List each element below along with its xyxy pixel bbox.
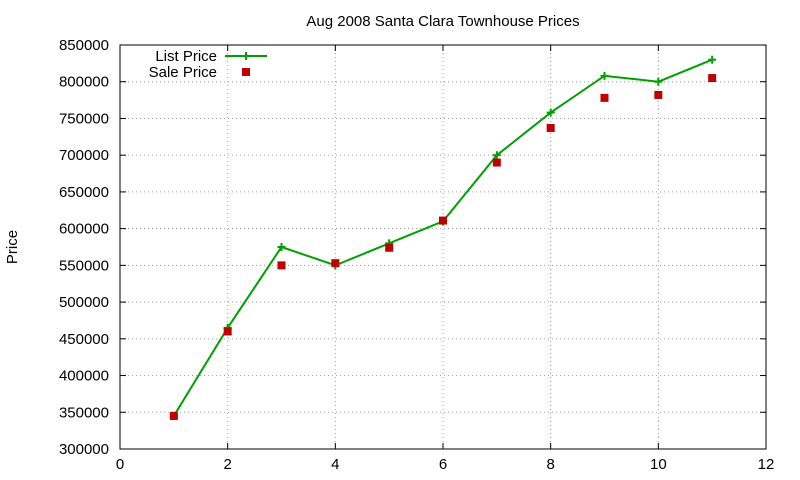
legend-label-list-price: List Price <box>155 48 217 65</box>
legend: List Price Sale Price <box>149 48 267 81</box>
y-tick-label: 450000 <box>59 331 109 348</box>
legend-swatch-sale-price-marker <box>242 68 250 76</box>
list-price-point <box>546 108 555 117</box>
y-tick-label: 300000 <box>59 441 109 458</box>
sale-price-point <box>600 93 609 102</box>
x-tick-label: 4 <box>331 456 339 473</box>
y-tick-label: 600000 <box>59 221 109 238</box>
list-price-point <box>492 151 501 160</box>
y-tick-label: 750000 <box>59 110 109 127</box>
axis-ticks <box>119 44 767 450</box>
y-axis-label: Price <box>4 230 21 264</box>
x-tick-label: 6 <box>439 456 447 473</box>
y-tick-label: 400000 <box>59 368 109 385</box>
sale-price-point <box>169 411 178 420</box>
y-tick-label: 500000 <box>59 294 109 311</box>
chart-title: Aug 2008 Santa Clara Townhouse Prices <box>306 13 579 30</box>
sale-price-point <box>385 243 394 252</box>
y-tick-label: 800000 <box>59 74 109 91</box>
x-tick-label: 12 <box>758 456 775 473</box>
sale-price-point <box>546 124 555 133</box>
y-tick-label: 550000 <box>59 257 109 274</box>
sale-price-point <box>223 327 232 336</box>
sale-price-point <box>492 158 501 167</box>
x-tick-label: 8 <box>546 456 554 473</box>
sale-price-point <box>439 216 447 225</box>
list-price-point <box>277 243 286 251</box>
sale-price-point <box>277 261 286 270</box>
sale-price-point <box>708 74 717 83</box>
list-price-point <box>600 71 609 80</box>
y-tick-label: 700000 <box>59 147 109 164</box>
y-tick-label: 650000 <box>59 184 109 201</box>
x-tick-labels: 0 2 4 6 8 10 12 <box>116 456 775 473</box>
x-tick-label: 0 <box>116 456 124 473</box>
y-tick-label: 850000 <box>59 37 109 54</box>
x-tick-label: 2 <box>223 456 231 473</box>
legend-swatches <box>225 52 267 76</box>
legend-label-sale-price: Sale Price <box>149 64 217 81</box>
legend-swatch-list-price-marker <box>242 52 250 60</box>
sale-price-point <box>654 90 663 99</box>
grid <box>120 45 766 449</box>
series <box>169 55 717 420</box>
y-tick-label: 350000 <box>59 404 109 421</box>
list-price-point <box>654 77 663 86</box>
y-tick-labels: 300000 350000 400000 450000 500000 550000 6000… <box>59 37 109 458</box>
x-tick-label: 10 <box>650 456 667 473</box>
sale-price-point <box>331 259 340 268</box>
list-price-point <box>708 55 717 64</box>
